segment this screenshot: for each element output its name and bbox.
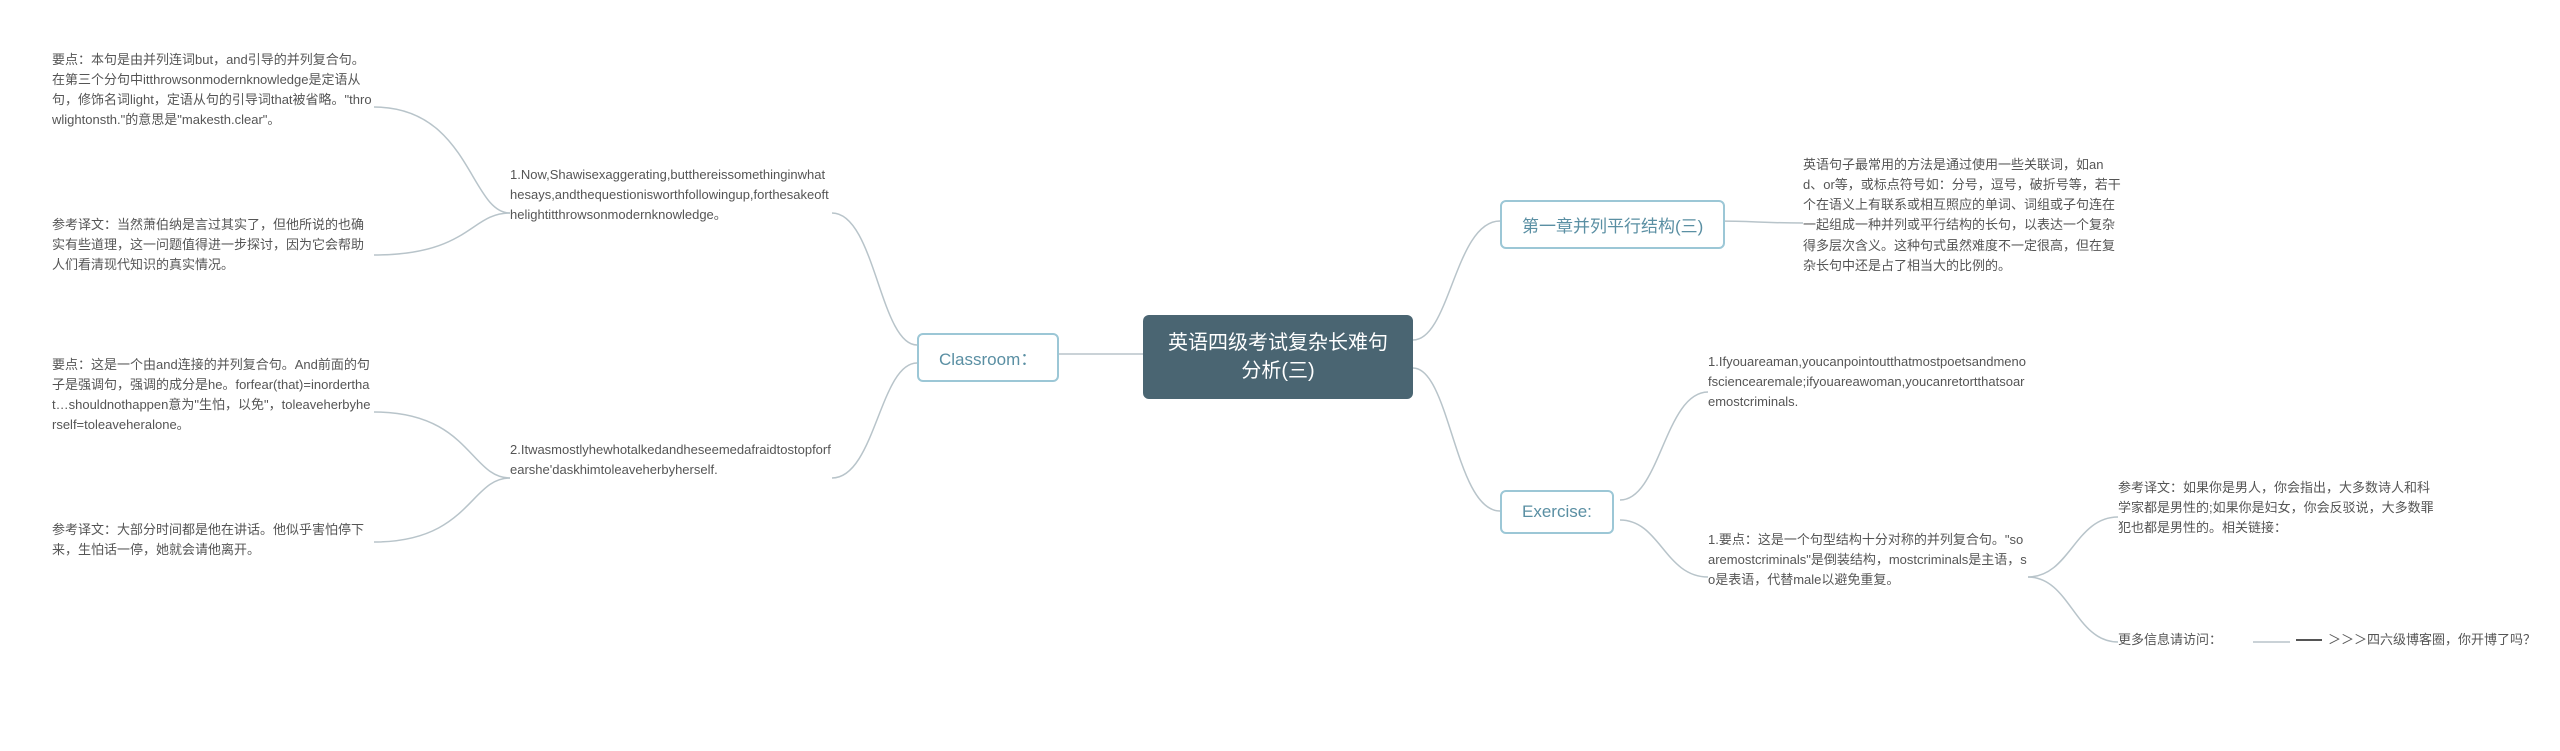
branch-chapter[interactable]: 第一章并列平行结构(三) bbox=[1500, 200, 1725, 249]
branch-exercise-label: Exercise: bbox=[1522, 502, 1592, 522]
exercise-item-2-more-text: ＞＞＞四六级博客圈，你开博了吗？ bbox=[2290, 630, 2550, 650]
exercise-item-1: 1.Ifyouareaman,youcanpointoutthatmostpoe… bbox=[1708, 352, 2028, 412]
exercise-item-2-more-label: 更多信息请访问： bbox=[2118, 630, 2253, 650]
branch-chapter-label: 第一章并列平行结构(三) bbox=[1522, 212, 1703, 237]
root-node[interactable]: 英语四级考试复杂长难句分析(三) bbox=[1143, 315, 1413, 399]
root-title: 英语四级考试复杂长难句分析(三) bbox=[1161, 329, 1395, 385]
classroom-item-1-ref: 参考译文：当然萧伯纳是言过其实了，但他所说的也确实有些道理，这一问题值得进一步探… bbox=[52, 215, 374, 275]
classroom-item-2-point: 要点：这是一个由and连接的并列复合句。And前面的句子是强调句，强调的成分是h… bbox=[52, 355, 374, 436]
branch-exercise[interactable]: Exercise: bbox=[1500, 490, 1614, 534]
classroom-item-1: 1.Now,Shawisexaggerating,butthereissomet… bbox=[510, 165, 832, 225]
classroom-item-1-point: 要点：本句是由并列连词but，and引导的并列复合句。在第三个分句中itthro… bbox=[52, 50, 374, 131]
classroom-item-2: 2.Itwasmostlyhewhotalkedandheseemedafrai… bbox=[510, 440, 832, 480]
branch-classroom[interactable]: Classroom： bbox=[917, 333, 1059, 382]
chapter-desc: 英语句子最常用的方法是通过使用一些关联词，如and、or等，或标点符号如：分号，… bbox=[1803, 155, 2123, 276]
exercise-item-2-ref: 参考译文：如果你是男人，你会指出，大多数诗人和科学家都是男性的;如果你是妇女，你… bbox=[2118, 478, 2438, 538]
exercise-item-2: 1.要点：这是一个句型结构十分对称的并列复合句。"soaremostcrimin… bbox=[1708, 530, 2028, 590]
classroom-item-2-ref: 参考译文：大部分时间都是他在讲话。他似乎害怕停下来，生怕话一停，她就会请他离开。 bbox=[52, 520, 374, 560]
branch-classroom-label: Classroom： bbox=[939, 345, 1037, 370]
dash-icon bbox=[2296, 639, 2322, 641]
